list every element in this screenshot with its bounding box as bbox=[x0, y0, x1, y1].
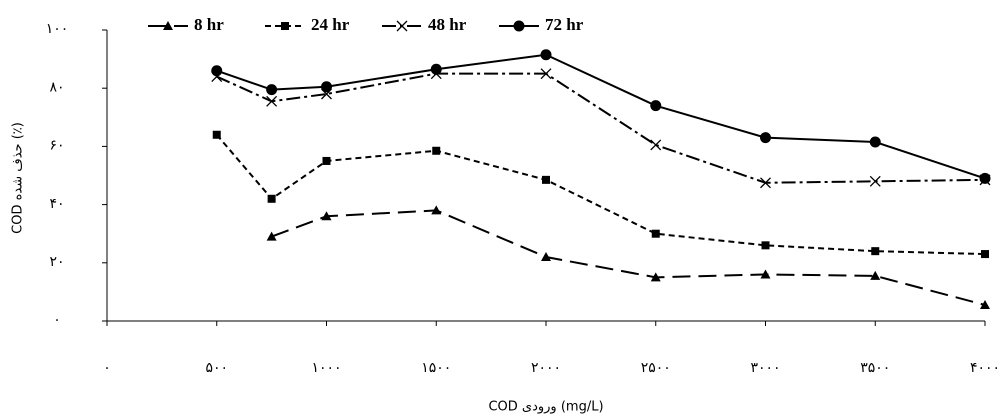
legend-label: 48 hr bbox=[428, 15, 467, 34]
marker bbox=[981, 250, 989, 259]
marker bbox=[212, 130, 221, 139]
marker bbox=[871, 247, 880, 256]
marker bbox=[432, 146, 441, 155]
marker bbox=[980, 299, 990, 309]
y-tick-label: ۴۰ bbox=[49, 197, 64, 212]
marker bbox=[163, 21, 173, 30]
marker bbox=[650, 100, 662, 112]
y-tick-label: ۸۰ bbox=[49, 80, 64, 95]
marker bbox=[760, 269, 771, 279]
x-tick-label: ۲۵۰۰ bbox=[641, 361, 671, 376]
marker bbox=[760, 132, 771, 144]
marker bbox=[321, 81, 332, 93]
y-tick-label: ۲۰ bbox=[49, 255, 64, 270]
marker bbox=[322, 156, 331, 165]
marker bbox=[651, 229, 660, 238]
marker bbox=[870, 270, 881, 280]
marker bbox=[650, 139, 662, 151]
y-tick-label: ۱۰۰ bbox=[46, 22, 69, 37]
series-line bbox=[216, 53, 986, 180]
series-line bbox=[216, 72, 986, 184]
marker bbox=[266, 231, 277, 241]
x-axis-label: COD ورودی (mg/L) bbox=[488, 400, 603, 415]
y-axis-label: COD حذف شده (٪) bbox=[11, 122, 26, 234]
x-tick-label: ۲۰۰۰ bbox=[531, 361, 561, 376]
marker bbox=[430, 63, 442, 75]
x-tick-label: ۳۰۰۰ bbox=[750, 361, 780, 376]
series-line bbox=[271, 209, 986, 306]
y-tick-label: ۶۰ bbox=[49, 139, 64, 154]
marker bbox=[760, 177, 771, 189]
marker bbox=[650, 272, 661, 282]
x-tick-label: ۱۵۰۰ bbox=[421, 361, 451, 376]
marker bbox=[540, 68, 552, 80]
marker bbox=[321, 211, 332, 221]
y-tick-label: ۰ bbox=[53, 313, 61, 328]
x-tick-label: ۰ bbox=[103, 361, 111, 376]
x-tick-label: ۴۰۰۰ bbox=[970, 361, 1000, 376]
marker bbox=[211, 65, 223, 77]
legend-label: 8 hr bbox=[194, 15, 224, 34]
x-tick-label: ۱۰۰۰ bbox=[311, 361, 341, 376]
marker bbox=[431, 205, 442, 215]
legend-label: 24 hr bbox=[311, 15, 350, 34]
marker bbox=[266, 95, 278, 107]
marker bbox=[540, 49, 552, 61]
marker bbox=[396, 20, 408, 32]
marker bbox=[869, 175, 881, 187]
marker bbox=[761, 241, 770, 250]
marker bbox=[267, 194, 276, 203]
marker bbox=[266, 84, 278, 96]
marker bbox=[513, 20, 525, 32]
x-tick-label: ۵۰۰ bbox=[205, 361, 228, 376]
x-tick-label: ۳۵۰۰ bbox=[860, 361, 890, 376]
marker bbox=[542, 175, 550, 184]
marker bbox=[869, 136, 881, 148]
series-line bbox=[215, 134, 986, 256]
legend-label: 72 hr bbox=[545, 15, 584, 34]
marker bbox=[979, 172, 991, 184]
marker bbox=[281, 22, 289, 30]
marker bbox=[541, 251, 551, 261]
